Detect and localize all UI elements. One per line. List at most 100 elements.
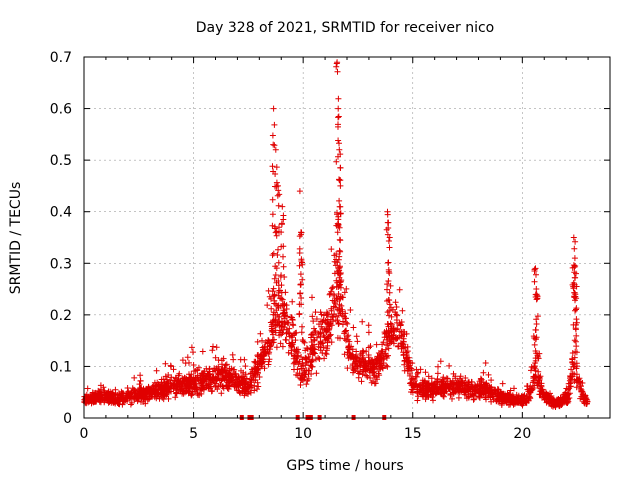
data-point-spike (334, 68, 341, 75)
data-point (496, 392, 503, 399)
data-point-spike (272, 272, 279, 278)
data-point (328, 339, 335, 346)
data-point-peak (298, 229, 304, 236)
data-point-spike (384, 219, 391, 226)
data-point (265, 339, 271, 346)
data-point (261, 346, 268, 353)
data-point (266, 356, 273, 363)
data-point (393, 335, 400, 342)
data-point (221, 364, 228, 371)
data-point (114, 399, 121, 406)
data-point-spike (533, 286, 540, 292)
data-point (328, 246, 335, 253)
data-point (270, 331, 276, 338)
data-point (425, 373, 432, 380)
data-point (319, 318, 326, 325)
data-point-spike (269, 211, 276, 218)
data-point (265, 287, 272, 294)
data-point-spike (573, 283, 580, 290)
data-point (407, 371, 413, 377)
data-point-spike (385, 259, 392, 266)
data-point (291, 366, 297, 373)
data-point (413, 373, 420, 380)
data-point-peak (386, 234, 393, 241)
data-point (124, 390, 131, 397)
data-point-spike (572, 325, 579, 332)
data-point (86, 398, 93, 405)
data-point (303, 381, 310, 388)
data-point (440, 393, 447, 400)
data-point-spike (278, 289, 285, 296)
data-point (337, 237, 344, 244)
data-point-peak (335, 105, 342, 112)
data-point (434, 370, 441, 377)
data-point-peak (296, 188, 303, 195)
data-point (551, 402, 558, 409)
data-point (532, 367, 539, 374)
data-point (254, 386, 260, 393)
data-point (292, 348, 299, 355)
data-point-peak (334, 59, 341, 66)
data-point (388, 313, 395, 320)
data-point (84, 385, 91, 392)
data-point (109, 389, 115, 396)
data-point-spike (271, 121, 278, 128)
data-point (127, 393, 134, 400)
data-point (203, 375, 210, 382)
data-point (218, 367, 225, 374)
data-point (321, 355, 328, 362)
data-point (518, 400, 525, 407)
data-point (90, 393, 97, 400)
data-point (398, 332, 405, 339)
data-point (355, 370, 362, 377)
data-point (383, 362, 390, 369)
data-point (579, 380, 586, 386)
data-point-spike (278, 282, 285, 289)
data-point (205, 370, 212, 377)
data-point (570, 361, 577, 368)
data-point-spike (335, 213, 342, 220)
data-point (328, 288, 335, 295)
data-point (294, 353, 301, 360)
data-point (275, 318, 282, 325)
data-point (471, 396, 478, 403)
data-point (353, 333, 360, 340)
data-point (446, 362, 453, 369)
data-point (414, 370, 421, 377)
data-point (458, 379, 464, 386)
data-point (479, 389, 486, 396)
data-point (290, 322, 297, 329)
data-point (307, 362, 314, 369)
data-point (507, 387, 514, 394)
data-point-spike (280, 243, 287, 250)
data-point-spike (297, 271, 304, 278)
data-point-spike (336, 140, 342, 147)
data-point (137, 372, 144, 379)
data-point (124, 385, 131, 391)
data-point (414, 388, 421, 395)
data-point-spike (385, 225, 392, 231)
data-point (315, 331, 322, 338)
data-point (172, 394, 179, 401)
data-point (242, 386, 249, 393)
data-point-spike (275, 278, 282, 284)
data-point (313, 370, 320, 377)
data-point (435, 363, 441, 370)
data-point-spike (280, 310, 287, 317)
data-point (174, 380, 180, 387)
data-point (195, 364, 202, 371)
data-point (132, 392, 138, 399)
data-point (476, 378, 483, 385)
data-point (324, 311, 331, 318)
data-point (367, 375, 374, 381)
data-point (297, 375, 304, 382)
data-point (163, 381, 170, 388)
data-point (213, 344, 220, 351)
data-point-spike (335, 265, 342, 272)
x-tick-label: 15 (404, 426, 422, 442)
data-point-peak (272, 146, 279, 153)
data-point-spike (337, 177, 344, 184)
data-point-spike (337, 310, 344, 317)
data-point-peak (533, 291, 540, 298)
data-point (272, 301, 279, 307)
